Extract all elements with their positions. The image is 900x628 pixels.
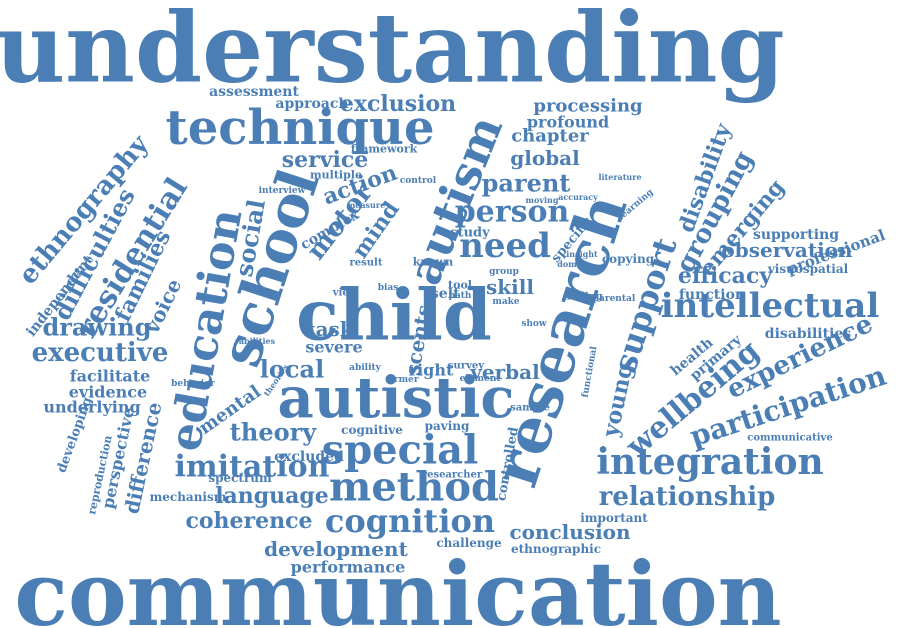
word-service: service — [282, 147, 369, 173]
word-known: known — [413, 256, 453, 269]
word-disabilities: disabilities — [765, 326, 851, 342]
word-conclusion: conclusion — [509, 520, 631, 544]
word-autistic: autistic — [278, 365, 515, 431]
word-task: task — [306, 317, 354, 341]
word-visuospatial: visuospatial — [767, 262, 849, 276]
word-skill: skill — [486, 275, 534, 299]
word-ability: ability — [349, 363, 382, 373]
word-paving: paving — [425, 419, 470, 433]
word-underlying: underlying — [43, 398, 140, 417]
word-accuracy: accuracy — [558, 192, 598, 202]
word-multiple: multiple — [310, 169, 362, 182]
word-show: show — [521, 319, 547, 329]
word-bias: bias — [378, 283, 399, 293]
word-abilities: abilities — [239, 336, 276, 346]
word-right: right — [409, 361, 454, 380]
word-ethnographic: ethnographic — [511, 542, 601, 556]
word-cognitive: cognitive — [341, 423, 403, 437]
word-evidence: evidence — [69, 383, 147, 402]
word-child: child — [296, 274, 492, 357]
word-measure: measure — [347, 200, 385, 210]
word-exclusion: exclusion — [340, 91, 456, 117]
word-approach: approach — [275, 96, 348, 112]
word-special: special — [322, 427, 479, 474]
word-executive: executive — [32, 338, 169, 368]
word-intellectual: intellectual — [661, 286, 880, 326]
word-drawing: drawing — [43, 313, 152, 342]
word-integration: integration — [596, 441, 823, 483]
word-element: element — [460, 374, 502, 384]
word-moving: moving — [526, 195, 559, 205]
word-literature: literature — [598, 172, 641, 182]
word-processing: processing — [533, 96, 643, 117]
word-supporting: supporting — [753, 227, 839, 243]
word-assessment: assessment — [209, 84, 299, 100]
word-language: language — [215, 483, 329, 509]
word-behavior: behavior — [171, 379, 215, 389]
word-firmer: firmer — [387, 375, 419, 385]
word-tool: tool — [448, 279, 472, 292]
word-interview: interview — [259, 186, 306, 196]
word-person: person — [455, 195, 570, 230]
word-important: important — [580, 511, 648, 525]
word-understanding: understanding — [0, 0, 785, 105]
word-excluded: excluded — [274, 449, 344, 465]
word-efficacy: efficacy — [678, 263, 773, 289]
word-method: method — [329, 464, 499, 511]
word-coherence: coherence — [185, 508, 312, 534]
word-performance: performance — [291, 558, 406, 577]
word-need: need — [459, 226, 551, 266]
word-cognition: cognition — [325, 502, 495, 540]
word-communication: communication — [14, 542, 781, 628]
word-result: result — [350, 258, 383, 269]
word-path: path — [449, 291, 472, 301]
word-domain: domain — [557, 259, 591, 269]
word-theory: theory — [230, 418, 317, 447]
word-local: local — [260, 355, 324, 384]
word-copying: copying — [602, 252, 655, 266]
word-spectrum: spectrum — [208, 471, 272, 485]
word-mechanism: mechanism — [150, 490, 227, 504]
word-control: control — [400, 176, 437, 186]
word-researcher: researcher — [422, 470, 483, 481]
word-observation: observation — [721, 238, 853, 262]
word-group: group — [489, 267, 519, 277]
word-chapter: chapter — [511, 126, 589, 147]
word-technique: technique — [166, 100, 435, 156]
word-verbal: verbal — [469, 360, 540, 384]
word-global: global — [510, 146, 580, 170]
word-facilitate: facilitate — [70, 367, 151, 386]
word-function: function — [679, 287, 745, 303]
word-challenge: challenge — [436, 536, 502, 550]
word-view: view — [332, 288, 358, 299]
word-insight: insight — [566, 249, 598, 259]
word-profound: profound — [527, 113, 609, 132]
word-communicative: communicative — [747, 433, 832, 444]
word-parent: parent — [482, 169, 571, 198]
word-self: self — [431, 286, 460, 302]
word-relationship: relationship — [599, 482, 776, 512]
word-development: development — [264, 537, 408, 561]
word-framework: framework — [351, 143, 418, 156]
word-sample: sample — [510, 403, 550, 414]
word-survey: survey — [448, 361, 485, 372]
word-study: study — [450, 226, 490, 241]
word-make: make — [492, 297, 520, 307]
word-finding: finding — [563, 292, 603, 303]
word-parental: parental — [593, 294, 636, 304]
word-severe: severe — [305, 338, 362, 357]
word-imitation: imitation — [175, 450, 330, 485]
